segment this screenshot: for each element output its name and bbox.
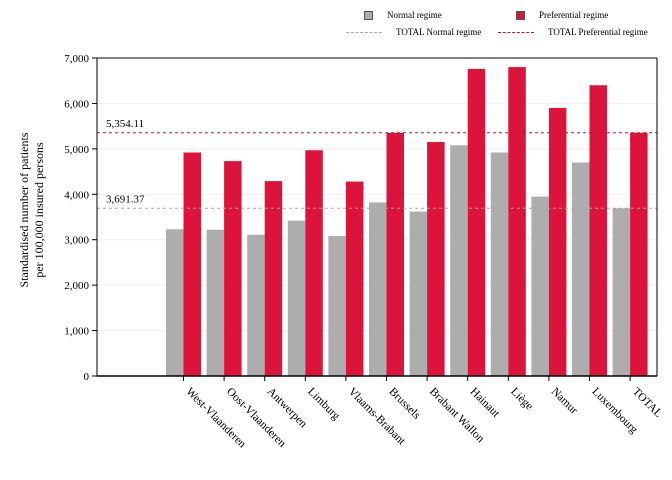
y-tick-label: 5,000 [64, 144, 89, 156]
x-tick-label: Brussels [386, 386, 422, 422]
legend-label-total-normal: TOTAL Normal regime [396, 27, 482, 37]
bar-normal [612, 208, 631, 376]
legend-item-total-preferential: TOTAL Preferential regime [498, 27, 648, 37]
bar-preferential [427, 142, 445, 376]
bar-preferential [386, 132, 404, 376]
bar-preferential [589, 85, 607, 376]
y-tick-label: 7,000 [64, 53, 89, 65]
legend-item-normal: Normal regime [364, 10, 442, 20]
bar-preferential [508, 67, 526, 376]
x-tick-label: Liège [508, 386, 535, 413]
bar-preferential [630, 132, 648, 376]
bar-normal [369, 202, 387, 376]
reference-line-label: 5,354.11 [106, 118, 144, 130]
bar-normal [328, 236, 346, 376]
bar-preferential [467, 68, 486, 376]
y-tick-label: 4,000 [64, 189, 89, 201]
bar-preferential [183, 152, 201, 376]
legend-item-total-normal: TOTAL Normal regime [346, 27, 481, 37]
x-tick-label: TOTAL [630, 386, 664, 420]
bar-preferential [548, 107, 567, 376]
y-tick-label: 6,000 [64, 98, 89, 110]
legend-label-preferential: Preferential regime [539, 10, 609, 20]
legend-line-total-preferential [498, 31, 534, 33]
bar-normal [531, 196, 549, 376]
legend-label-normal: Normal regime [387, 10, 442, 20]
x-tick-label: Hainaut [468, 386, 503, 421]
bar-normal [206, 229, 225, 376]
x-tick-label: Namur [549, 386, 580, 417]
bar-normal [247, 234, 265, 376]
x-tick-label: Limburg [305, 386, 342, 423]
bar-normal [572, 162, 590, 376]
bar-normal [409, 211, 428, 376]
y-tick-label: 1,000 [64, 326, 89, 338]
bar-preferential [264, 181, 283, 376]
bar-preferential [224, 161, 242, 376]
legend-swatch-preferential [516, 10, 525, 20]
y-tick-label: 0 [84, 371, 90, 383]
bar-normal [450, 145, 468, 376]
y-tick-label: 3,000 [64, 235, 89, 247]
bar-normal [287, 220, 306, 376]
legend-label-total-preferential: TOTAL Preferential regime [548, 27, 648, 37]
bar-normal [490, 152, 509, 376]
legend-swatch-normal [364, 10, 373, 20]
bar-preferential [305, 150, 323, 376]
legend-item-preferential: Preferential regime [516, 10, 608, 20]
legend-line-total-normal [346, 31, 382, 33]
bar-preferential [345, 181, 364, 376]
reference-line-label: 3,691.37 [106, 193, 145, 205]
legend: Normal regime Preferential regime TOTAL … [340, 8, 670, 42]
y-tick-label: 2,000 [64, 280, 89, 292]
bar-normal [166, 229, 184, 376]
